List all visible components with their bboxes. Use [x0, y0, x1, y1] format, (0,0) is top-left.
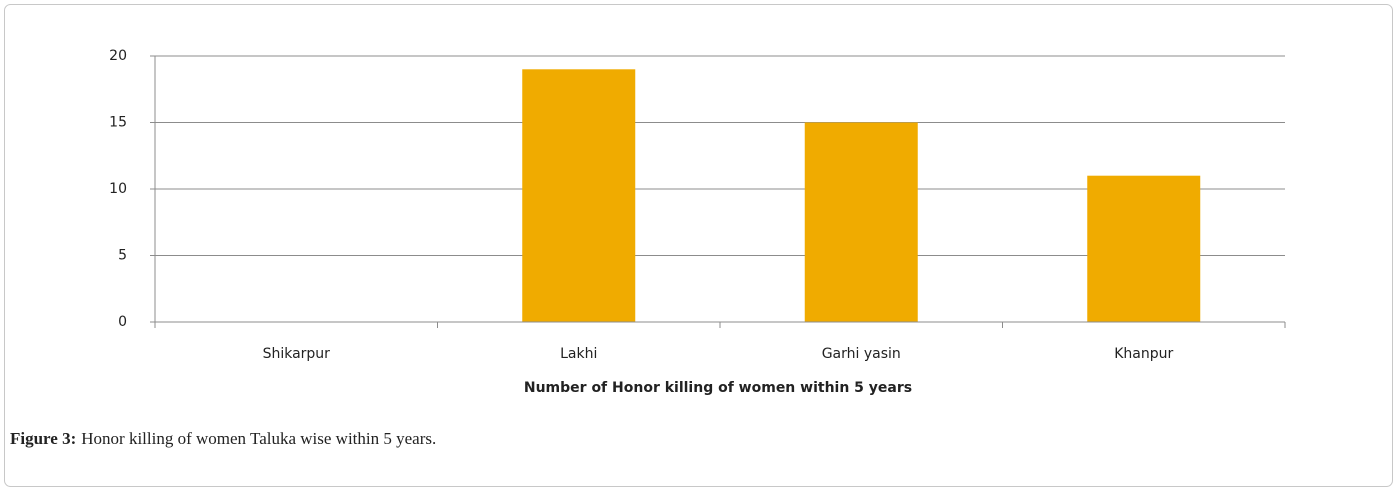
x-tick-label: Khanpur — [1114, 346, 1173, 362]
x-tick-label: Lakhi — [560, 346, 597, 362]
bar — [804, 122, 918, 322]
caption: Figure 3: Honor killing of women Taluka w… — [10, 429, 436, 448]
y-tick-label: 15 — [109, 115, 127, 131]
x-axis-label: Number of Honor killing of women within … — [524, 380, 912, 396]
x-tick-label: Garhi yasin — [822, 346, 901, 362]
bar — [522, 69, 636, 322]
caption-label: Figure 3: — [10, 429, 76, 448]
bar — [1087, 175, 1201, 322]
x-tick-label: Shikarpur — [263, 346, 331, 362]
caption-text: Honor killing of women Taluka wise withi… — [81, 429, 436, 448]
y-tick-label: 5 — [118, 248, 127, 264]
figure-frame — [4, 4, 1393, 487]
y-tick-label: 20 — [109, 48, 127, 64]
y-tick-label: 10 — [109, 181, 127, 197]
y-tick-label: 0 — [118, 314, 127, 330]
